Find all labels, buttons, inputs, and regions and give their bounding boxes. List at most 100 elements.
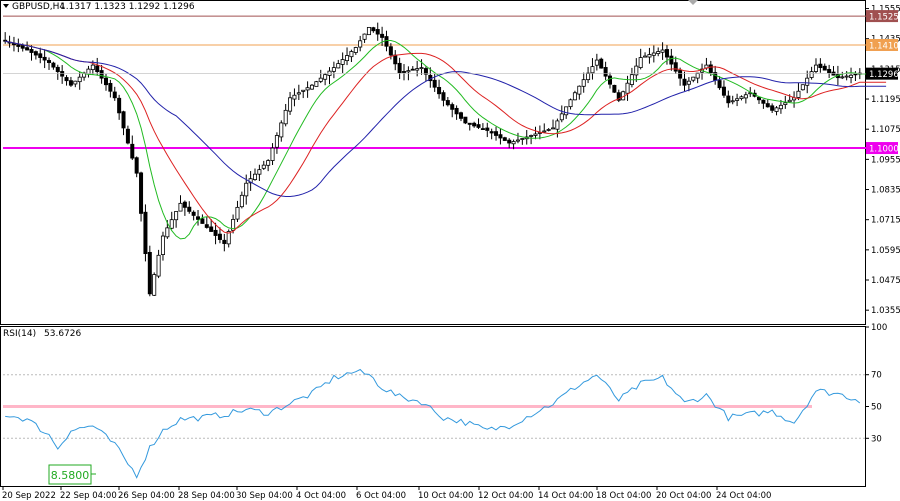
candle	[472, 121, 477, 128]
candle	[152, 272, 157, 296]
candle	[73, 80, 78, 88]
candle	[371, 26, 376, 33]
price-tick-label: 1.0595	[871, 246, 900, 256]
time-tick-label: 30 Sep 04:00	[236, 491, 293, 501]
candle	[551, 119, 556, 130]
candle	[288, 91, 293, 115]
candle	[647, 47, 652, 64]
time-tick-label: 10 Oct 04:00	[418, 491, 473, 501]
candle	[296, 84, 301, 100]
scroll-marker-icon[interactable]	[688, 0, 698, 5]
level-price-tag	[866, 38, 898, 51]
ma-line-1	[5, 40, 887, 234]
candle	[77, 71, 82, 90]
candle	[796, 82, 801, 101]
candle	[239, 191, 244, 209]
candle	[270, 143, 275, 166]
candle	[577, 85, 582, 100]
candle	[660, 42, 665, 60]
candle	[86, 65, 91, 78]
candle	[139, 171, 144, 222]
level-price-tag-label: 1.1525	[869, 13, 899, 23]
candle	[458, 111, 463, 122]
candle	[533, 126, 538, 140]
candle	[546, 128, 551, 132]
candle	[568, 98, 573, 110]
price-tick-label: 1.0835	[871, 186, 900, 196]
candle	[68, 76, 73, 87]
candle	[253, 168, 258, 181]
candle	[261, 160, 266, 170]
candle	[130, 135, 135, 161]
candle	[476, 118, 481, 129]
candle	[99, 64, 104, 84]
candle	[480, 123, 485, 130]
candle	[340, 52, 345, 73]
price-levels	[3, 15, 866, 150]
candle	[160, 231, 165, 261]
price-panel-frame	[0, 0, 866, 325]
candle	[402, 64, 407, 81]
candle	[629, 67, 634, 88]
time-tick-label: 6 Oct 04:00	[356, 491, 406, 501]
time-axis: 20 Sep 2022 22 Sep 04:00 26 Sep 04:00 28 Se…	[2, 486, 771, 501]
dropdown-arrow-icon[interactable]	[3, 4, 9, 8]
rsi-tick-label: 70	[871, 371, 882, 381]
candle	[634, 58, 639, 82]
price-tick-label: 1.1195	[871, 95, 900, 105]
level-price-tag	[866, 142, 898, 155]
candle	[358, 35, 363, 52]
candle	[305, 81, 310, 98]
time-tick-label: 20 Sep 2022	[2, 491, 56, 501]
ma-line-0	[5, 40, 887, 240]
candle	[196, 209, 201, 226]
candle	[178, 195, 183, 212]
ohlc-label: 1.1317 1.1323 1.1292 1.1296	[60, 2, 195, 12]
candle	[362, 33, 367, 43]
candle	[498, 128, 503, 145]
candle	[717, 76, 722, 90]
candle	[95, 57, 100, 76]
rsi-series	[3, 368, 865, 479]
candle	[761, 99, 766, 109]
candle	[33, 50, 38, 60]
candle	[450, 102, 455, 118]
level-price-tag	[866, 10, 898, 23]
candle	[581, 72, 586, 93]
candle	[266, 159, 271, 172]
candle	[612, 84, 617, 93]
candle	[489, 128, 494, 140]
candle	[822, 63, 827, 71]
candle	[616, 89, 621, 103]
candle	[169, 211, 174, 230]
candle	[209, 219, 214, 232]
candle	[682, 71, 687, 91]
candle	[64, 75, 69, 86]
price-tick-label: 1.1075	[871, 125, 900, 135]
candle	[441, 90, 446, 107]
candle	[29, 45, 34, 61]
candle	[765, 99, 770, 108]
candle	[757, 96, 762, 104]
candle	[51, 61, 56, 70]
ma-line-2	[5, 40, 887, 197]
candle	[792, 91, 797, 108]
candle	[643, 52, 648, 58]
current-price-tag	[866, 67, 898, 80]
candle	[55, 64, 60, 80]
candle	[323, 72, 328, 86]
rsi-name-label: RSI(14)	[3, 329, 36, 339]
candle	[380, 26, 385, 46]
rsi-tick-label: 100	[871, 323, 887, 333]
time-tick-label: 18 Oct 04:00	[596, 491, 651, 501]
candle	[314, 80, 319, 87]
level-price-tag-label: 1.1000	[869, 145, 899, 155]
candle	[730, 95, 735, 105]
candle	[309, 84, 314, 90]
candle	[3, 32, 8, 44]
candle	[673, 56, 678, 74]
candle	[393, 50, 398, 71]
candle	[831, 66, 836, 76]
level-price-tag-label: 1.1410	[869, 41, 899, 51]
